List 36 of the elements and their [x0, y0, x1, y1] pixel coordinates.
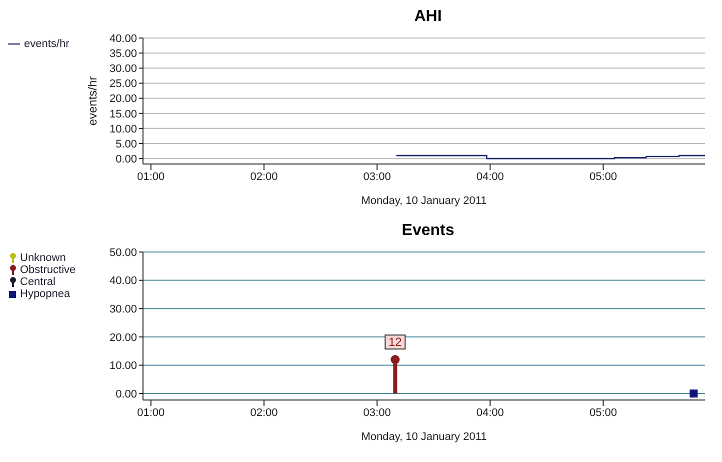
x-tick-label: 04:00 — [476, 406, 504, 419]
y-tick-label: 35.00 — [109, 48, 137, 60]
y-tick-label: 5.00 — [116, 138, 137, 150]
x-tick-label: 04:00 — [476, 170, 504, 183]
x-tick-label: 03:00 — [363, 406, 391, 419]
legend-label: Central — [20, 276, 56, 288]
y-tick-label: 10.00 — [109, 123, 137, 136]
x-tick-label: 01:00 — [137, 406, 165, 419]
chart-title: Events — [400, 222, 456, 241]
y-tick-label: 15.00 — [109, 108, 137, 120]
x-axis-title: Monday, 10 January 2011 — [361, 195, 487, 207]
legend-label: Obstructive — [20, 264, 76, 276]
x-tick-label: 05:00 — [589, 406, 617, 419]
y-tick-label: 40.00 — [109, 32, 137, 45]
chart-title: AHI — [413, 8, 443, 27]
x-tick-label: 05:00 — [589, 170, 617, 183]
y-tick-label: 20.00 — [109, 332, 137, 344]
y-tick-label: 0.00 — [116, 388, 137, 400]
x-axis-title: Monday, 10 January 2011 — [361, 431, 487, 443]
x-tick-label: 01:00 — [137, 170, 165, 183]
y-tick-label: 40.00 — [109, 275, 137, 288]
y-tick-label: 10.00 — [109, 360, 137, 372]
x-tick-label: 02:00 — [250, 406, 278, 419]
y-axis-title: events/hr — [85, 76, 100, 126]
y-tick-label: 25.00 — [109, 78, 137, 90]
y-tick-label: 20.00 — [109, 93, 137, 106]
y-tick-label: 50.00 — [109, 246, 137, 259]
data-label: 12 — [388, 335, 402, 350]
legend-label: events/hr — [24, 38, 70, 50]
legend-label: Hypopnea — [20, 288, 70, 300]
x-tick-label: 03:00 — [363, 170, 391, 183]
y-tick-label: 30.00 — [109, 304, 137, 316]
x-tick-label: 02:00 — [250, 170, 278, 183]
legend-label: Unknown — [20, 252, 66, 264]
y-tick-label: 30.00 — [109, 63, 137, 76]
y-tick-label: 0.00 — [116, 153, 137, 166]
